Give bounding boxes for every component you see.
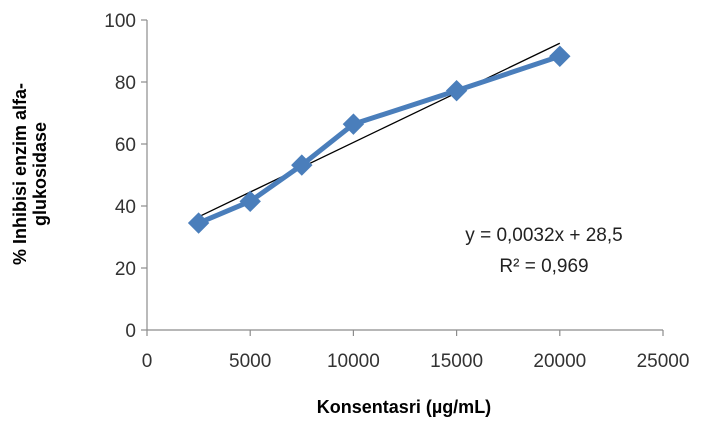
data-point-marker xyxy=(291,154,313,176)
x-tick-label: 15000 xyxy=(430,351,483,372)
x-tick-label: 0 xyxy=(142,351,153,372)
y-axis-title-line1: % Inhibisi enzim alfa- xyxy=(10,83,30,265)
series-line xyxy=(196,53,563,226)
data-point-marker xyxy=(187,212,210,234)
x-tick-label: 5000 xyxy=(229,351,271,372)
trendline xyxy=(198,42,561,218)
x-tick-label: 20000 xyxy=(533,351,586,372)
series-group xyxy=(187,45,571,234)
data-point-marker xyxy=(342,113,365,135)
trendline-group xyxy=(198,42,561,218)
y-tick-label: 20 xyxy=(115,259,136,280)
data-point-marker xyxy=(549,45,571,67)
y-tick-label: 60 xyxy=(115,135,136,156)
y-axis-title: % Inhibisi enzim alfa- glukosidase xyxy=(10,83,50,265)
x-tick-label: 10000 xyxy=(327,351,380,372)
x-tick-label: 25000 xyxy=(637,351,690,372)
data-point-marker xyxy=(445,79,468,102)
r-squared-label: R² = 0,969 xyxy=(499,256,588,277)
equation-label: y = 0,0032x + 28,5 xyxy=(465,225,622,246)
x-axis-title: Konsentasri (µg/mL) xyxy=(317,397,491,417)
y-tick-label: 100 xyxy=(104,11,136,32)
data-point-marker xyxy=(239,190,261,213)
y-tick-label: 80 xyxy=(115,73,136,94)
y-tick-label: 40 xyxy=(115,197,136,218)
axes xyxy=(146,20,663,331)
y-tick-label: 0 xyxy=(125,321,136,342)
x-ticks: 0 5000 10000 15000 20000 25000 xyxy=(142,330,690,372)
y-ticks: 0 20 40 60 80 100 xyxy=(104,11,147,342)
y-axis-title-line2: glukosidase xyxy=(30,122,50,226)
